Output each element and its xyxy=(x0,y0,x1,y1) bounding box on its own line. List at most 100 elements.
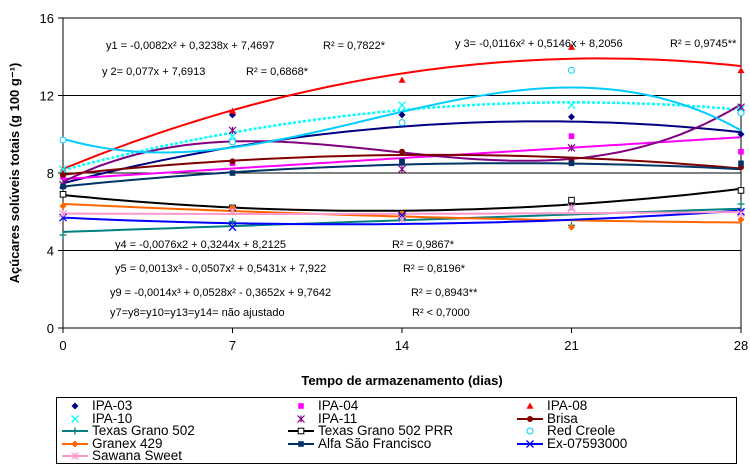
legend-marker xyxy=(526,402,534,409)
x-tick-label: 14 xyxy=(395,338,409,353)
data-point-0-2 xyxy=(398,111,406,119)
data-point-3-3 xyxy=(567,101,576,110)
legend-label: IPA-04 xyxy=(318,398,359,413)
data-point-12-1 xyxy=(228,207,237,216)
legend-swatch xyxy=(71,402,79,410)
y-tick-label: 12 xyxy=(40,89,54,104)
legend-swatch xyxy=(526,427,534,435)
legend-item: Ex-07593000 xyxy=(517,436,627,451)
data-points xyxy=(59,43,745,239)
equation-eq4: y4 = -0,0076x2 + 0,3244x + 8,2125 xyxy=(115,239,286,251)
data-point-7-3 xyxy=(568,196,575,204)
data-point-9-2 xyxy=(398,210,406,218)
data-point-3-0 xyxy=(59,165,67,174)
legend-label: IPA-08 xyxy=(547,398,588,413)
data-point-8-3 xyxy=(568,66,575,74)
fit-curve-2 xyxy=(62,57,742,170)
legend-swatch xyxy=(288,440,314,447)
legend-item: Granex 429 xyxy=(62,435,163,451)
data-point-7-0 xyxy=(59,191,67,198)
legend-label: Sawana Sweet xyxy=(92,448,183,464)
data-point-2-4 xyxy=(737,66,745,74)
legend-swatch xyxy=(62,427,88,435)
x-tick-label: 0 xyxy=(59,338,66,353)
data-point-6-1 xyxy=(229,217,236,225)
chart: 0 4 8 12 16 0 7 14 21 28 y1 = -0,0082x² + 0,3238x… xyxy=(7,11,749,388)
legend: IPA-03 IPA-04 IPA-08 IPA-10 IPA-11 Brisa Texas… xyxy=(56,397,737,464)
y-tick-label: 0 xyxy=(47,321,54,336)
data-point-12-2 xyxy=(398,215,406,224)
y-axis-title: Açúcares solúveis totais (g 100 g⁻¹) xyxy=(7,63,22,284)
legend-marker xyxy=(297,414,305,423)
x-tick-label: 28 xyxy=(734,338,748,353)
x-tick-label: 7 xyxy=(229,338,236,353)
legend-marker xyxy=(71,452,79,461)
legend-item: IPA-08 xyxy=(517,399,587,413)
legend-item: Sawana Sweet xyxy=(62,449,182,463)
equation-eq7: y7=y8=y10=y13=y14= não ajustado xyxy=(110,307,285,319)
legend-item: Texas Grano 502 xyxy=(62,424,195,438)
legend-marker xyxy=(297,427,305,435)
data-point-9-3 xyxy=(568,223,575,231)
data-point-6-0 xyxy=(59,231,67,239)
legend-swatch xyxy=(297,414,305,423)
legend-item: IPA-03 xyxy=(62,399,132,413)
legend-marker xyxy=(71,427,79,435)
data-point-8-0 xyxy=(59,136,67,144)
data-point-4-3 xyxy=(567,143,576,152)
legend-swatch xyxy=(517,439,543,448)
tick-labels: 0 4 8 12 16 0 7 14 21 28 xyxy=(40,11,749,353)
data-point-4-1 xyxy=(228,126,237,135)
legend-swatch xyxy=(526,402,534,409)
data-point-1-4 xyxy=(738,148,744,155)
legend-marker xyxy=(71,414,79,423)
data-point-9-0 xyxy=(59,202,67,210)
legend-swatch xyxy=(298,403,304,409)
fit-curve-11 xyxy=(62,209,742,226)
equation-eq3: y 3= -0,0116x² + 0,5146x + 8,2056 xyxy=(455,38,623,50)
legend-swatch xyxy=(517,415,543,422)
r2-eq5: R² = 0,8196* xyxy=(403,263,466,275)
data-point-12-4 xyxy=(737,209,745,218)
r2-eq9: R² = 0,8943** xyxy=(411,287,478,299)
data-point-10-0 xyxy=(60,183,66,190)
legend-item: Red Creole xyxy=(517,424,615,438)
legend-label: IPA-10 xyxy=(92,410,133,426)
legend-marker xyxy=(71,402,79,410)
data-point-10-1 xyxy=(229,170,236,176)
data-point-10-4 xyxy=(738,160,744,167)
data-point-12-0 xyxy=(59,209,67,218)
data-point-3-1 xyxy=(228,132,237,141)
legend-swatch xyxy=(62,440,88,448)
data-point-8-2 xyxy=(398,119,406,127)
data-point-12-3 xyxy=(567,203,576,212)
legend-item: IPA-10 xyxy=(62,410,133,426)
data-point-10-2 xyxy=(399,158,405,165)
data-point-4-2 xyxy=(398,165,406,174)
data-point-5-2 xyxy=(399,148,405,155)
fit-curves xyxy=(62,57,742,233)
legend-swatch xyxy=(288,427,314,435)
legend-label: IPA-03 xyxy=(92,398,133,413)
fit-curve-1 xyxy=(62,136,742,180)
data-point-3-2 xyxy=(398,101,406,110)
legend-item: Brisa xyxy=(517,411,578,426)
legend-item: Texas Grano 502 PRR xyxy=(288,424,453,438)
fit-curve-3 xyxy=(62,101,742,172)
legend-marker xyxy=(526,439,534,448)
axes xyxy=(58,17,742,333)
fit-curve-0 xyxy=(62,120,742,185)
r2-eq2: R² = 0,6868* xyxy=(246,66,309,78)
equation-eq1: y1 = -0,0082x² + 0,3238x + 7,4697 xyxy=(106,40,275,52)
equation-annotations: y1 = -0,0082x² + 0,3238x + 7,4697 R² = 0,… xyxy=(102,38,737,319)
r2-eq4: R² = 0,9867* xyxy=(392,239,455,251)
data-point-1-3 xyxy=(568,133,575,139)
data-point-8-1 xyxy=(229,138,236,146)
data-point-10-3 xyxy=(568,160,575,167)
r2-eq3: R² = 0,9745** xyxy=(670,38,737,50)
legend-label: Texas Grano 502 xyxy=(92,423,195,439)
data-point-4-4 xyxy=(737,103,745,112)
legend-label: Granex 429 xyxy=(92,435,163,451)
legend-marker xyxy=(298,440,304,447)
data-point-11-1 xyxy=(228,223,237,232)
